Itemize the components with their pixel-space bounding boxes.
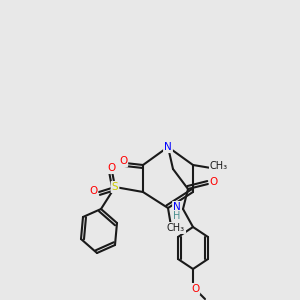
Text: S: S bbox=[112, 182, 118, 192]
Text: O: O bbox=[210, 177, 218, 187]
Text: O: O bbox=[119, 156, 127, 166]
Text: O: O bbox=[89, 186, 97, 196]
Text: H: H bbox=[173, 211, 181, 221]
Text: CH₃: CH₃ bbox=[167, 223, 185, 233]
Text: O: O bbox=[107, 163, 115, 173]
Text: O: O bbox=[191, 284, 199, 294]
Text: N: N bbox=[164, 142, 172, 152]
Text: CH₃: CH₃ bbox=[210, 161, 228, 171]
Text: N: N bbox=[173, 202, 181, 212]
